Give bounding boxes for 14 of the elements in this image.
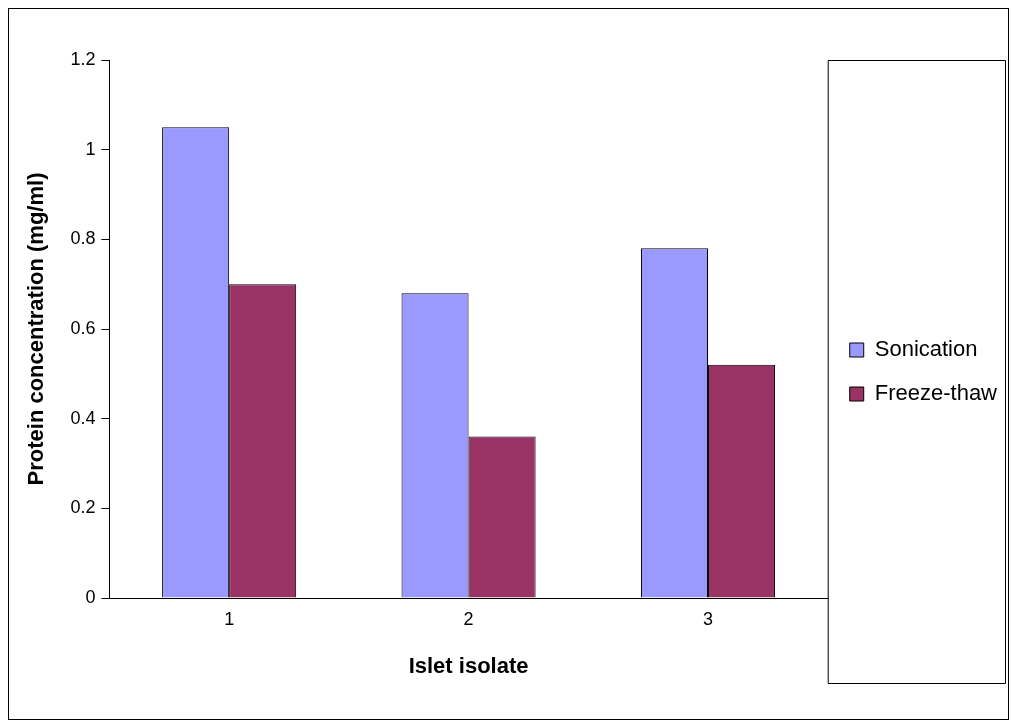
legend-label: Sonication bbox=[874, 336, 978, 362]
legend-label: Freeze-thaw bbox=[874, 380, 998, 406]
y-tick-label: 0.2 bbox=[70, 497, 96, 518]
y-tick-label: 1 bbox=[85, 138, 96, 159]
x-axis-title: Islet isolate bbox=[408, 652, 529, 678]
x-tick-label: 1 bbox=[224, 608, 235, 629]
y-tick-label: 0.8 bbox=[70, 228, 96, 249]
y-tick-label: 1.2 bbox=[70, 48, 96, 69]
y-tick-label: 0 bbox=[85, 586, 96, 607]
x-tick-label: 2 bbox=[463, 608, 474, 629]
y-tick-label: 0.6 bbox=[70, 317, 96, 338]
x-tick-label: 3 bbox=[703, 608, 714, 629]
y-tick-label: 0.4 bbox=[70, 407, 96, 428]
y-axis-title: Protein concentration (mg/ml) bbox=[23, 172, 49, 486]
